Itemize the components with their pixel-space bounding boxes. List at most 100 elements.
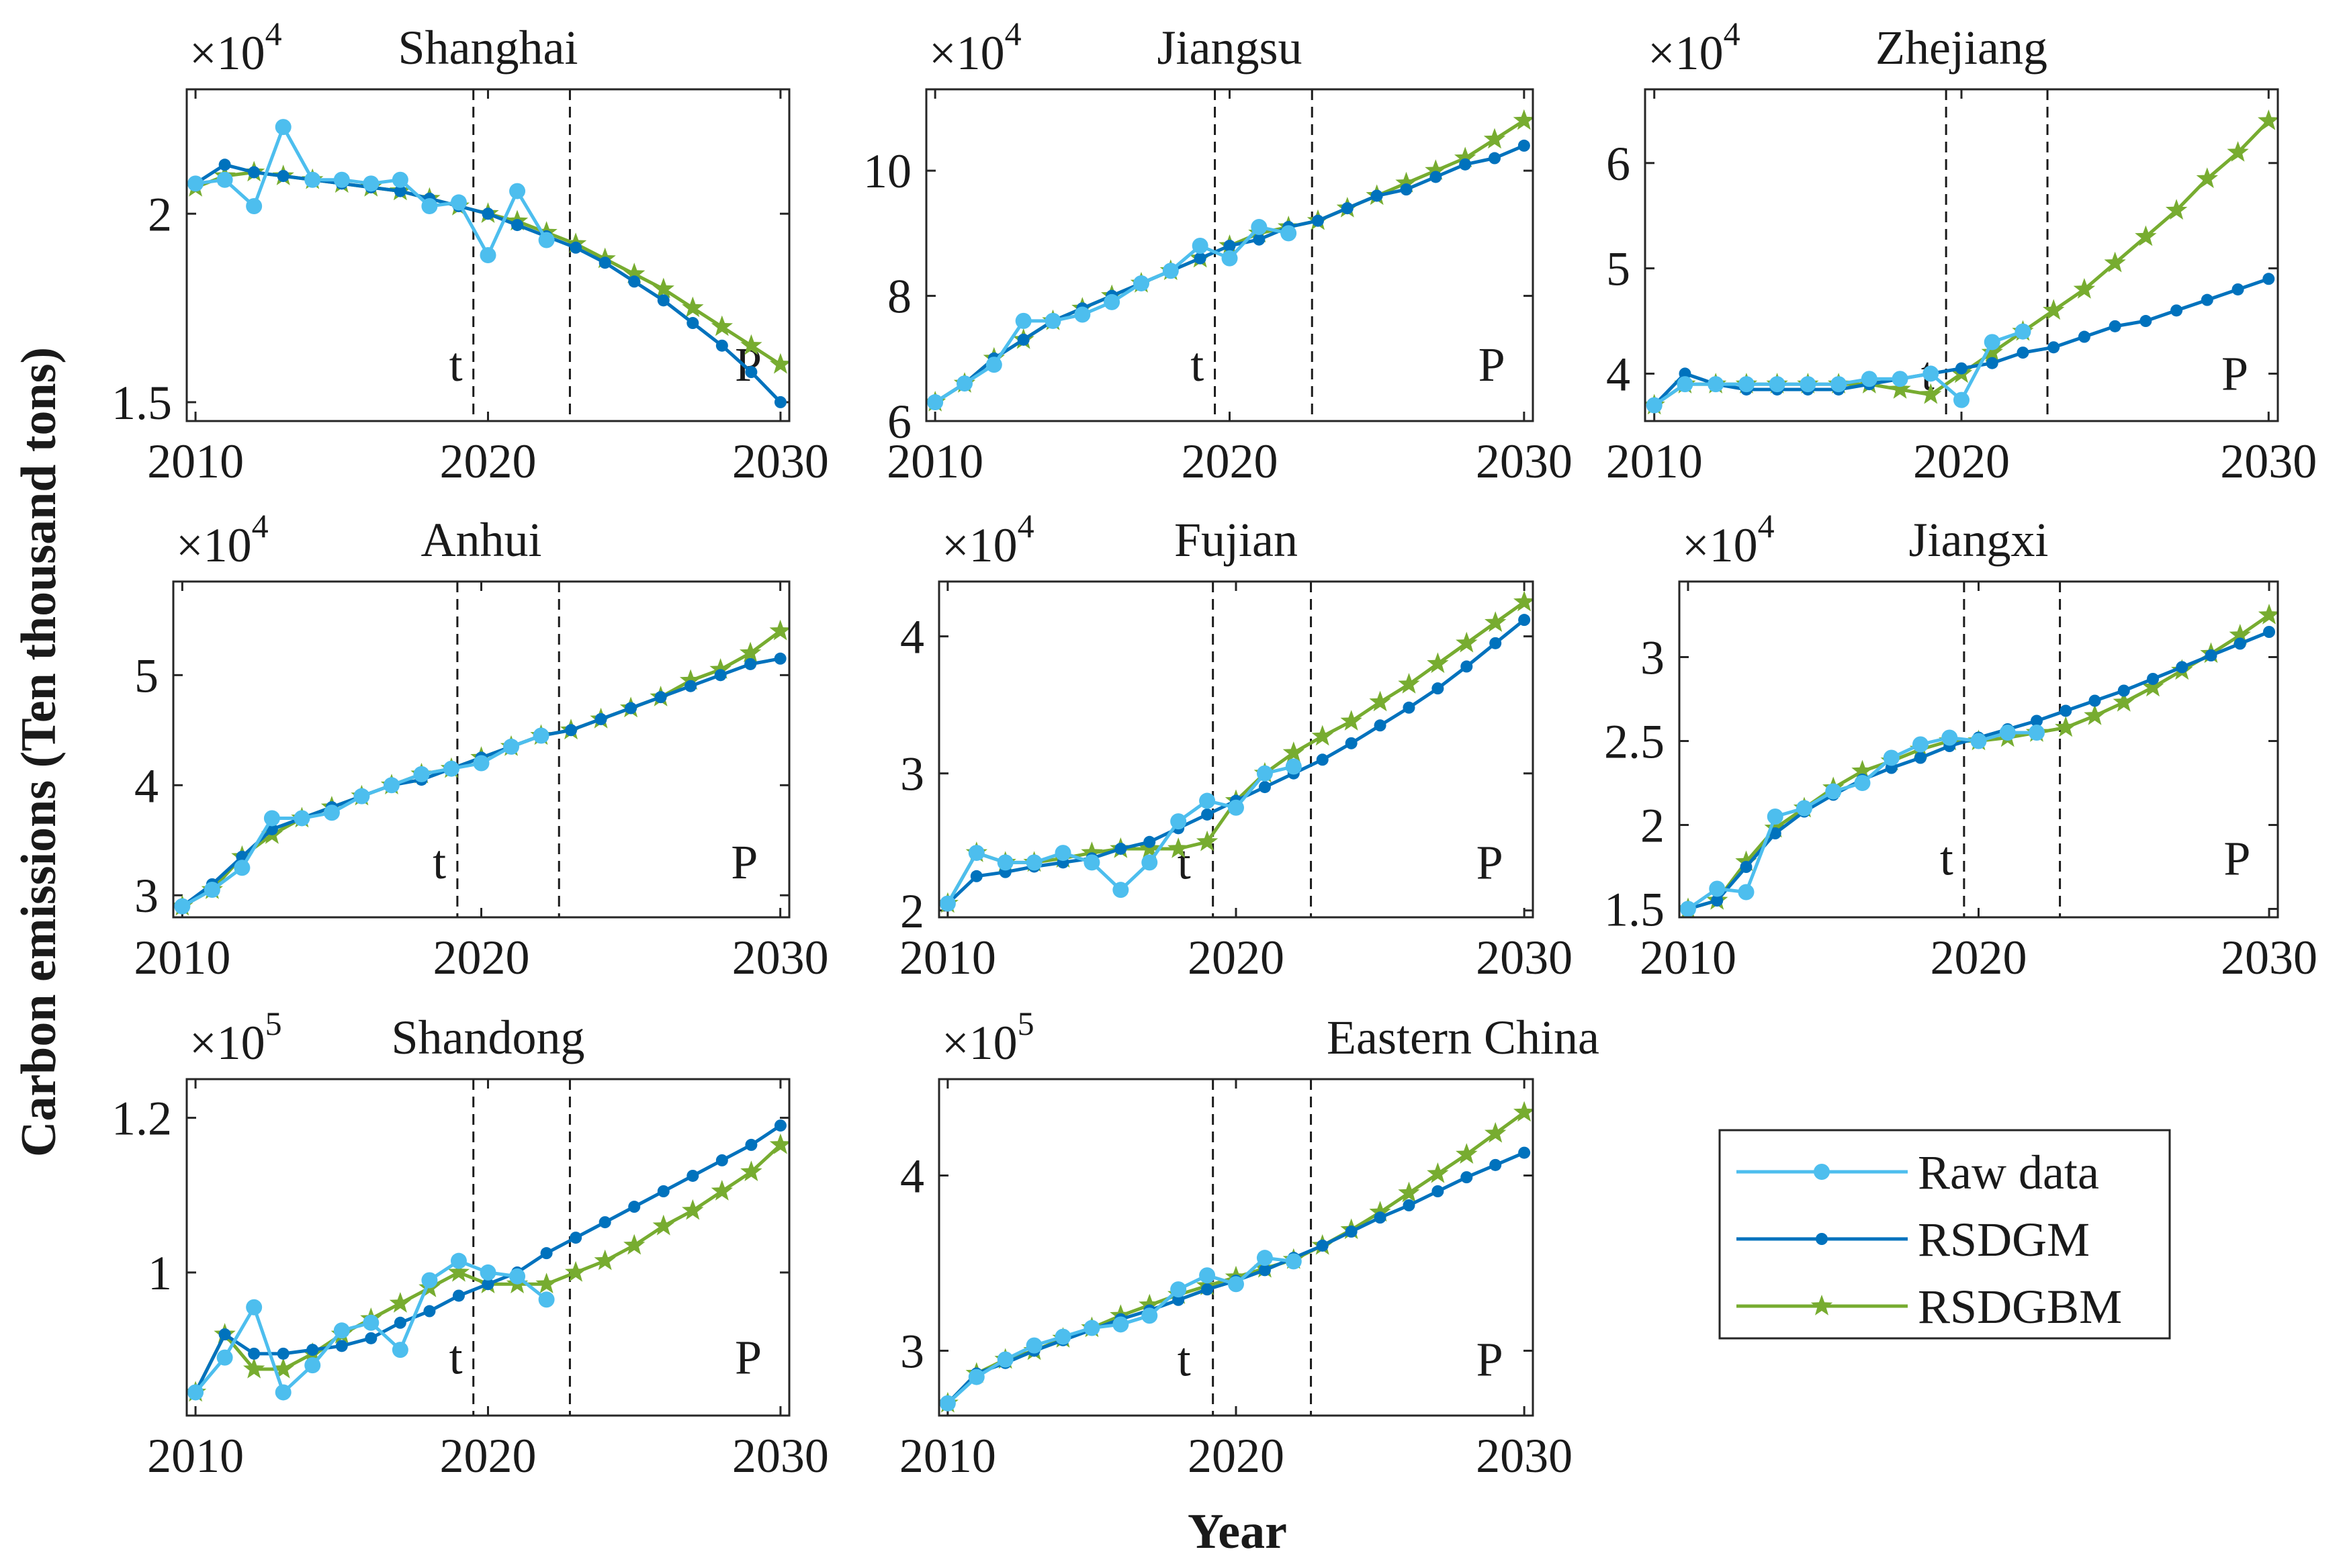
data-point [1285,1253,1302,1270]
exponent-power: 4 [1758,507,1775,545]
data-point [939,1395,956,1412]
annotation-p: P [1476,1333,1503,1387]
subplot-title: Shanghai [398,21,578,75]
data-point [1825,783,1842,800]
data-point [1258,781,1271,794]
subplot-eastern-china: 2010 2020 2030 3 4 ×105 Eastern China t P [899,1005,1599,1483]
series-raw-data [939,758,1302,912]
data-point [2258,604,2278,625]
data-point [1369,1201,1391,1222]
series-raw-data [927,219,1297,411]
data-point [204,882,220,898]
data-point [2031,714,2043,727]
data-point [1489,637,1502,649]
series-layer [1645,109,2278,415]
axes-frame [1644,88,2279,422]
data-point [1740,861,1753,873]
exponent-base: ×10 [189,26,265,80]
data-point [1769,376,1785,393]
data-point [174,898,191,915]
data-point [480,1264,496,1281]
data-point [509,1268,526,1285]
data-point [1984,334,2000,351]
data-point [997,854,1014,871]
data-point [272,1357,294,1379]
exponent-base: ×10 [1682,518,1758,572]
data-point [774,1119,787,1132]
data-point [2088,694,2101,707]
y-tick-label: 1.2 [112,1092,172,1146]
legend-marker [1810,1295,1833,1316]
axes-frame [1678,580,2279,919]
data-point [480,247,496,263]
subplot-title: Zhejiang [1875,21,2047,75]
data-point [538,232,555,248]
data-point [1345,737,1358,749]
data-point [1374,719,1386,732]
data-point [1201,1283,1214,1296]
series-raw-data [939,1250,1302,1412]
data-point [1221,250,1238,267]
data-point [1083,1320,1100,1336]
annotation-p: P [1478,338,1505,391]
annotation-t: t [1940,832,1953,886]
data-point [1258,1264,1271,1277]
data-point [1256,765,1273,782]
x-tick-label: 2030 [1476,434,1573,488]
y-tick-label: 6 [1606,137,1630,191]
data-point [1280,225,1297,242]
data-point [2047,341,2060,354]
x-tick-label: 2010 [899,931,996,984]
data-point [2043,299,2065,320]
data-point [714,669,727,682]
data-point [2060,704,2072,717]
data-point [1141,1307,1158,1324]
data-point [740,334,762,355]
data-point [1513,109,1533,130]
data-point [1941,729,1958,746]
data-point [2227,141,2249,162]
plot-area [939,1079,1533,1416]
series-raw-data [187,1252,555,1401]
data-point [1735,850,1757,872]
axis-exponent-label: ×104 [176,507,269,572]
x-tick-label: 2010 [147,1429,244,1483]
series-layer [939,590,1533,913]
data-point [939,895,956,912]
annotation-p: P [731,835,758,889]
data-point [2135,225,2157,246]
x-tick-label: 2020 [440,434,537,488]
exponent-power: 4 [265,15,282,52]
data-point [1861,371,1877,387]
data-point [2263,626,2276,638]
data-point [394,185,406,197]
data-point [628,1201,641,1213]
data-point [1253,233,1266,246]
data-point [1489,152,1501,165]
x-tick-label: 2030 [732,931,829,984]
legend-marker [1816,1233,1828,1245]
data-point [1374,1211,1386,1224]
data-point [1256,1250,1273,1266]
data-point [2262,273,2275,285]
data-point [473,755,490,772]
series-raw-data [174,727,549,915]
data-point [2109,320,2121,332]
data-point [394,1316,406,1329]
annotation-t: t [449,1331,463,1385]
y-tick-label: 5 [1606,242,1630,296]
axis-exponent-label: ×104 [942,507,1034,572]
data-point [511,219,524,232]
data-point [1427,652,1449,674]
data-point [1015,312,1032,329]
data-point [443,760,459,777]
data-point [294,810,310,827]
series-layer [1679,604,2278,917]
plot-area [187,1079,789,1416]
series-raw-data [1679,725,2045,917]
y-tick-label: 4 [900,610,924,664]
data-point [1045,312,1061,329]
data-point [1370,189,1383,202]
data-point [2017,347,2029,359]
